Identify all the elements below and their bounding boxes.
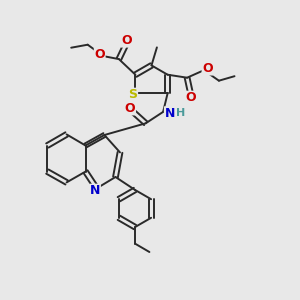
Text: H: H [176,108,186,118]
Text: S: S [128,88,137,101]
Text: O: O [121,34,132,47]
Text: O: O [94,48,105,61]
Text: O: O [185,91,196,104]
Text: N: N [164,107,175,120]
Text: N: N [90,184,100,197]
Text: O: O [202,62,213,75]
Text: O: O [125,102,135,115]
